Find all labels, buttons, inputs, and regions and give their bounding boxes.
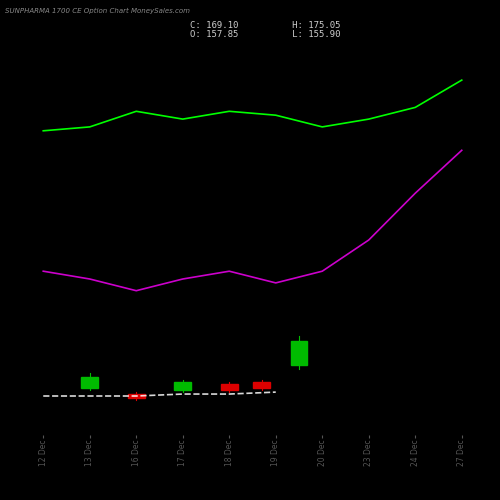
Bar xyxy=(174,382,191,390)
Bar xyxy=(254,382,270,388)
Text: O: 157.85          L: 155.90: O: 157.85 L: 155.90 xyxy=(190,30,340,39)
Bar xyxy=(290,342,308,365)
Bar xyxy=(82,376,98,388)
Text: SUNPHARMA 1700 CE Option Chart MoneySales.com: SUNPHARMA 1700 CE Option Chart MoneySale… xyxy=(5,8,190,14)
Bar xyxy=(128,394,144,398)
Bar xyxy=(221,384,238,390)
Text: C: 169.10          H: 175.05: C: 169.10 H: 175.05 xyxy=(190,21,340,30)
